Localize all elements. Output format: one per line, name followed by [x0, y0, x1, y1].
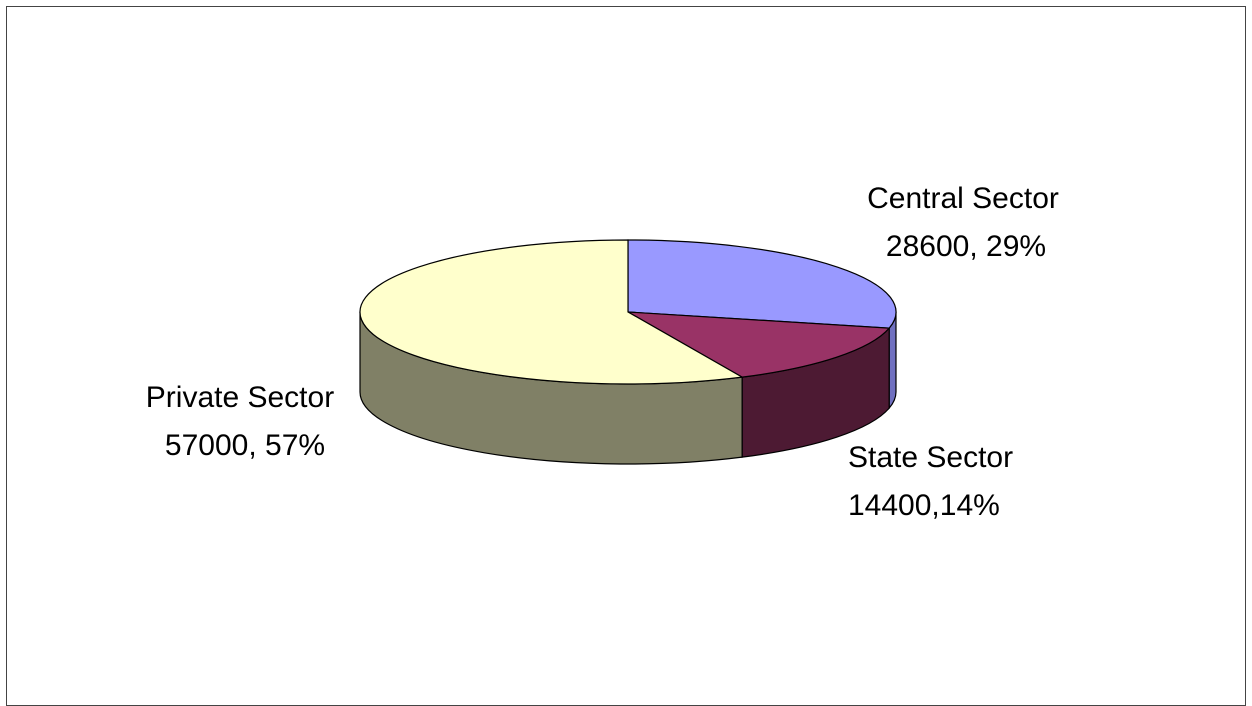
central-sector-slice	[627, 239, 897, 329]
state-sector-label: State Sector	[848, 441, 1013, 474]
state-sector-value: 14400,14%	[848, 489, 1000, 522]
private-sector-slice	[359, 239, 744, 385]
private-sector-value: 57000, 57%	[165, 429, 325, 462]
central-sector-value: 28600, 29%	[886, 230, 1046, 263]
state-sector-slice	[627, 311, 891, 378]
central-sector-label: Central Sector	[867, 182, 1059, 215]
pie-tops	[359, 239, 897, 385]
pie-sides	[359, 311, 897, 465]
private-sector-label: Private Sector	[146, 381, 334, 414]
